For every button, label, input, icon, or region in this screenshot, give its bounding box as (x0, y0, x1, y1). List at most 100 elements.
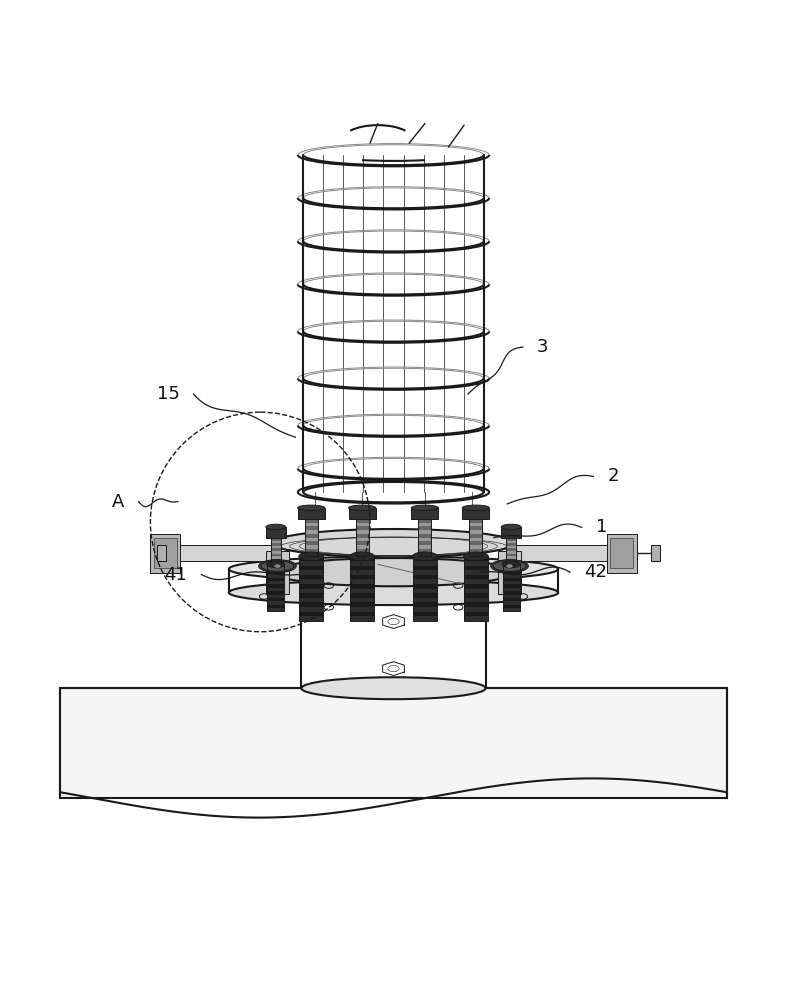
Bar (503, 605, 519, 608)
Ellipse shape (259, 560, 296, 573)
Ellipse shape (266, 524, 286, 530)
Bar (350, 575, 374, 579)
Bar (356, 545, 368, 549)
Bar (150, 545, 272, 561)
Bar (268, 598, 284, 601)
Bar (272, 541, 281, 543)
Bar (413, 593, 437, 598)
Bar (413, 598, 437, 602)
Text: 41: 41 (164, 566, 187, 584)
Bar (464, 556, 488, 621)
Bar (419, 545, 431, 549)
Bar (503, 601, 519, 605)
Bar (305, 549, 318, 553)
Bar (268, 564, 284, 568)
Bar (503, 584, 519, 588)
Text: 1: 1 (596, 518, 608, 536)
Ellipse shape (272, 558, 515, 586)
Bar (503, 588, 519, 591)
Ellipse shape (229, 580, 558, 605)
Bar (413, 616, 437, 621)
Bar (268, 571, 284, 574)
Bar (268, 584, 284, 588)
Text: 2: 2 (608, 467, 619, 485)
Bar (356, 549, 368, 553)
Ellipse shape (501, 524, 521, 530)
Bar (413, 607, 437, 612)
Bar (464, 561, 488, 566)
Bar (272, 562, 281, 564)
Bar (268, 605, 284, 608)
Bar (349, 508, 375, 519)
Ellipse shape (267, 561, 285, 568)
Bar (272, 543, 281, 546)
Bar (503, 568, 519, 571)
Ellipse shape (274, 564, 281, 568)
Bar (305, 530, 318, 534)
Bar (350, 607, 374, 612)
Bar (350, 598, 374, 602)
Bar (350, 602, 374, 607)
Bar (350, 579, 374, 584)
Bar (419, 549, 431, 553)
Bar (272, 554, 281, 556)
Ellipse shape (412, 552, 438, 561)
Bar (469, 534, 482, 538)
Ellipse shape (491, 560, 528, 573)
Bar (503, 574, 519, 578)
Bar (299, 556, 323, 561)
Bar (350, 561, 374, 566)
Bar (157, 545, 166, 561)
Ellipse shape (297, 505, 325, 511)
Bar (413, 566, 437, 570)
Bar (153, 538, 177, 568)
Bar (268, 588, 284, 591)
Bar (350, 570, 374, 575)
Bar (299, 556, 323, 621)
Bar (299, 602, 323, 607)
Bar (419, 523, 431, 526)
Bar (607, 534, 637, 573)
Bar (469, 526, 482, 530)
Bar (464, 612, 488, 616)
Bar (350, 556, 374, 621)
Bar (268, 574, 284, 578)
Bar (350, 584, 374, 589)
Bar (413, 602, 437, 607)
Bar (413, 579, 437, 584)
Bar (503, 608, 519, 611)
Bar (413, 556, 437, 621)
Ellipse shape (261, 561, 294, 571)
Bar (462, 508, 490, 519)
Ellipse shape (412, 505, 438, 511)
Bar (506, 562, 515, 564)
Bar (503, 591, 519, 595)
Bar (268, 591, 284, 595)
Ellipse shape (462, 505, 490, 511)
Bar (419, 530, 431, 534)
Bar (299, 561, 323, 566)
Bar (299, 584, 323, 589)
Bar (419, 534, 431, 538)
Bar (419, 541, 431, 545)
Bar (356, 534, 368, 538)
Bar (305, 519, 318, 556)
Bar (350, 589, 374, 593)
Bar (413, 561, 437, 566)
Bar (299, 598, 323, 602)
Bar (464, 616, 488, 621)
Bar (305, 526, 318, 530)
Bar (419, 553, 431, 556)
Bar (356, 519, 368, 523)
Text: 3: 3 (537, 338, 549, 356)
Bar (356, 523, 368, 526)
Bar (272, 546, 281, 548)
Bar (350, 566, 374, 570)
Bar (356, 526, 368, 530)
Bar (503, 578, 519, 581)
Bar (305, 541, 318, 545)
Bar (506, 548, 515, 551)
Bar (305, 545, 318, 549)
Bar (305, 534, 318, 538)
Bar (299, 589, 323, 593)
